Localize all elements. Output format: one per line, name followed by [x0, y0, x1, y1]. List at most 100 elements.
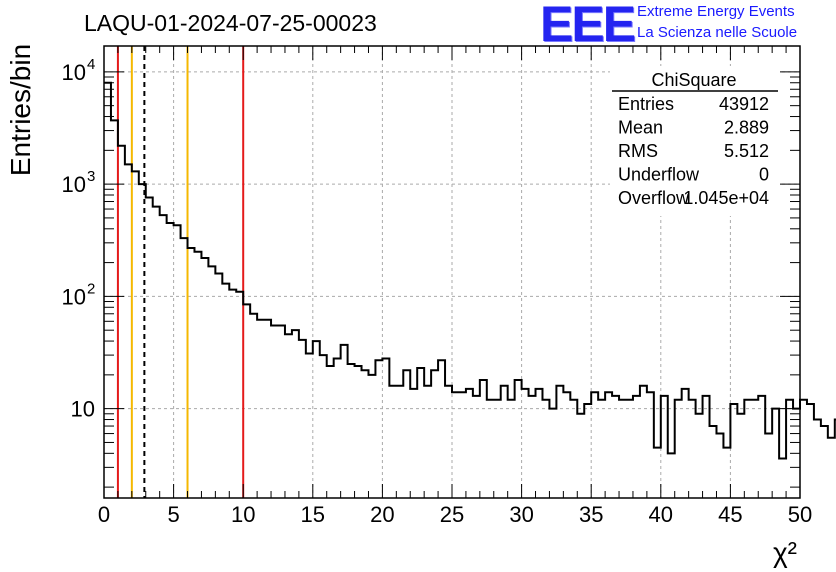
histogram-bin [689, 400, 696, 498]
histogram-bin [542, 400, 549, 498]
histogram-bin [389, 386, 396, 498]
histogram-bin [563, 392, 570, 498]
histogram-bin [215, 273, 222, 498]
x-tick-label: 0 [98, 502, 110, 527]
stats-value: 1.045e+04 [683, 188, 769, 208]
y-tick-exponent: 3 [87, 168, 95, 185]
histogram-bin [459, 392, 466, 498]
histogram-bin [194, 252, 201, 498]
histogram-bin [271, 326, 278, 498]
histogram-bin [508, 400, 515, 498]
x-tick-label: 25 [440, 502, 464, 527]
histogram-bin [758, 396, 765, 498]
histogram-bin [368, 375, 375, 498]
histogram-bin [355, 366, 362, 498]
histogram-layer [104, 81, 836, 498]
y-tick-label: 10 [62, 284, 86, 309]
histogram-bin [661, 396, 668, 498]
histogram-bin [438, 360, 445, 498]
histogram-bin [132, 171, 139, 498]
histogram-bin [285, 334, 292, 498]
histogram-bin [668, 453, 675, 498]
histogram-bin [703, 396, 710, 498]
axis-ticks [103, 46, 801, 498]
histogram-bin [744, 400, 751, 498]
y-tick-exponent: 4 [87, 56, 95, 73]
histogram-bin [591, 392, 598, 498]
histogram-bin [619, 400, 626, 498]
histogram-bin [320, 355, 327, 498]
histogram-bin [146, 198, 153, 498]
x-tick-label: 5 [167, 502, 179, 527]
histogram-bin [243, 304, 250, 498]
histogram-bin [160, 215, 167, 498]
histogram-bin [181, 238, 188, 498]
y-axis-label: Entries/bin [5, 44, 36, 176]
histogram-bin [306, 353, 313, 498]
histogram-bin [299, 340, 306, 498]
histogram-bin [522, 389, 529, 498]
histogram-bin [730, 404, 737, 498]
histogram-bin [201, 258, 208, 498]
histogram-bin [654, 448, 661, 498]
histogram-bin [375, 360, 382, 498]
stats-label: Overflow [618, 188, 690, 208]
histogram-bin [556, 386, 563, 498]
histogram-bin [403, 370, 410, 498]
histogram-bin [139, 184, 146, 498]
histogram-bin [737, 414, 744, 498]
x-tick-labels: 0 5 10 15 20 25 30 35 40 45 50 [98, 502, 812, 527]
histogram-bin [765, 434, 772, 498]
x-tick-label: 35 [579, 502, 603, 527]
stats-label: Underflow [618, 165, 700, 185]
histogram-bin [633, 396, 640, 498]
histogram-bin [570, 400, 577, 498]
histogram-bin [675, 400, 682, 498]
histogram-bin [174, 225, 181, 498]
y-tick-exponent: 2 [87, 280, 95, 297]
histogram-bin [382, 358, 389, 498]
histogram-bin [626, 400, 633, 498]
histogram-bin [710, 426, 717, 498]
histogram-series [104, 81, 836, 460]
brand-line-1: Extreme Energy Events [637, 3, 795, 20]
histogram-bin [341, 345, 348, 498]
x-tick-label: 45 [718, 502, 742, 527]
histogram-bin [494, 400, 501, 498]
reference-lines [116, 46, 245, 498]
histogram-bin [250, 314, 257, 498]
histogram-bin [696, 414, 703, 498]
histogram-bin [716, 434, 723, 498]
stats-value: 2.889 [724, 118, 769, 138]
histogram-bin [786, 400, 793, 498]
histogram-bin [452, 392, 459, 498]
histogram-bin [536, 389, 543, 498]
x-axis-label: χ² [773, 537, 797, 568]
histogram-bin [515, 380, 522, 498]
histogram-bin [807, 404, 814, 498]
histogram-bin [640, 386, 647, 498]
histogram-bin [327, 366, 334, 498]
histogram-bin [821, 426, 828, 498]
histogram-bin [605, 392, 612, 498]
histogram-bin [431, 370, 438, 498]
histogram-bin [236, 292, 243, 498]
histogram-bin [417, 368, 424, 498]
stats-value: 0 [759, 165, 769, 185]
histogram-bin [264, 320, 271, 498]
histogram-bin [334, 358, 341, 498]
histogram-bin [723, 448, 730, 498]
x-tick-label: 30 [509, 502, 533, 527]
histogram-bin [598, 400, 605, 498]
histogram-bin [313, 341, 320, 498]
histogram-bin [292, 330, 299, 498]
stats-value: 43912 [719, 94, 769, 114]
histogram-bin [396, 386, 403, 498]
stats-label: Entries [618, 94, 674, 114]
histogram-bin [577, 414, 584, 498]
x-tick-label: 15 [301, 502, 325, 527]
x-tick-label: 20 [370, 502, 394, 527]
histogram-bin [111, 120, 118, 498]
histogram-bin [104, 83, 111, 498]
